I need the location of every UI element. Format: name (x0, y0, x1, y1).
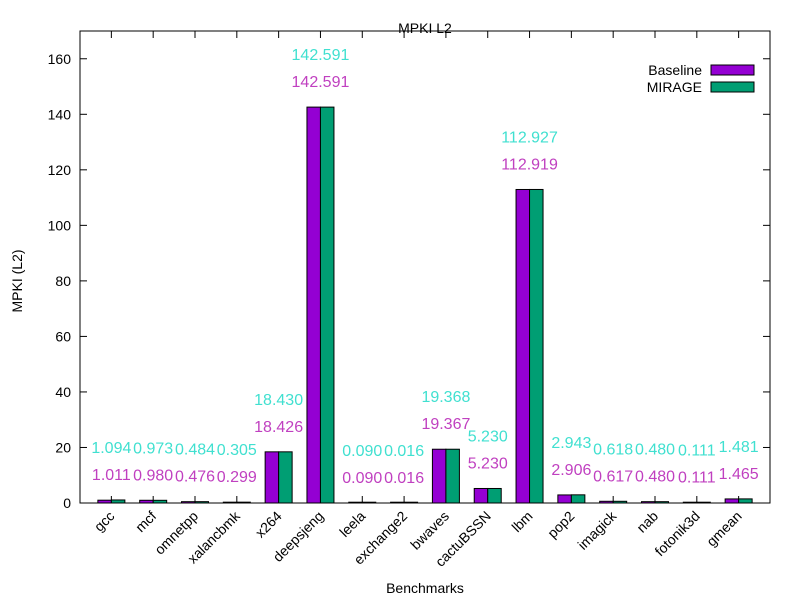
value-label-baseline: 0.480 (635, 469, 675, 486)
x-tick-label: pop2 (544, 508, 577, 541)
x-tick-label: lbm (508, 508, 535, 535)
y-tick-label: 0 (63, 495, 71, 511)
y-axis-label: MPKI (L2) (9, 249, 25, 312)
value-label-baseline: 18.426 (254, 419, 303, 436)
value-label-baseline: 142.591 (292, 74, 350, 91)
x-tick-label: gcc (91, 508, 118, 535)
value-label-mirage: 0.484 (175, 442, 215, 459)
x-tick-label: mcf (132, 508, 159, 535)
legend-swatch (710, 81, 755, 93)
value-label-mirage: 0.973 (133, 440, 173, 457)
value-label-mirage: 112.927 (501, 129, 558, 146)
y-tick-label: 20 (55, 439, 71, 455)
value-label-mirage: 0.111 (678, 443, 716, 460)
bar-baseline-gmean (724, 498, 740, 504)
value-label-mirage: 2.943 (551, 435, 591, 452)
value-label-baseline: 0.617 (593, 468, 633, 485)
value-label-mirage: 18.430 (254, 392, 303, 409)
x-tick-label: imagick (574, 507, 620, 553)
value-label-baseline: 0.111 (678, 470, 716, 487)
y-axis-ticks: 0 20 40 60 80 100 120 140 160 (48, 51, 770, 511)
bar-mirage-lbm (529, 188, 544, 504)
y-tick-label: 140 (48, 106, 72, 122)
chart-title: MPKI L2 (398, 20, 452, 36)
bars (97, 106, 753, 504)
value-label-baseline: 0.016 (384, 470, 424, 487)
value-label-baseline: 2.906 (551, 462, 591, 479)
legend-label: Baseline (648, 62, 702, 78)
legend-swatch (710, 64, 755, 76)
bar-mirage-bwaves (445, 448, 460, 504)
bar-mirage-cactuBSSN (487, 487, 502, 504)
bar-mirage-x264 (278, 451, 293, 504)
bar-baseline-x264 (264, 451, 280, 504)
x-tick-label: x264 (252, 508, 285, 541)
y-tick-label: 100 (48, 217, 72, 233)
legend-label: MIRAGE (647, 79, 702, 95)
x-tick-label: gmean (703, 508, 745, 550)
x-tick-label: fotonik3d (651, 508, 702, 559)
y-tick-label: 160 (48, 51, 72, 67)
y-tick-label: 40 (55, 384, 71, 400)
bar-baseline-lbm (515, 188, 531, 504)
bar-baseline-pop2 (557, 494, 572, 504)
value-label-mirage: 5.230 (468, 428, 508, 445)
value-label-baseline: 19.367 (421, 416, 470, 433)
y-tick-label: 120 (48, 162, 72, 178)
value-label-baseline: 0.476 (175, 469, 215, 486)
value-label-baseline: 0.980 (133, 467, 173, 484)
value-label-mirage: 0.618 (593, 441, 633, 458)
value-label-mirage: 0.016 (384, 443, 424, 460)
bar-baseline-deepsjeng (306, 106, 321, 504)
bar-baseline-bwaves (431, 448, 447, 504)
bar-mirage-deepsjeng (319, 106, 335, 504)
x-axis-label: Benchmarks (386, 580, 464, 596)
plot-frame (79, 30, 771, 504)
value-label-mirage: 1.094 (91, 440, 131, 457)
value-label-mirage: 0.305 (217, 442, 257, 459)
x-tick-label: leela (336, 508, 368, 540)
bar-baseline-cactuBSSN (473, 487, 489, 504)
value-label-baseline: 0.090 (342, 470, 382, 487)
value-label-mirage: 0.480 (635, 442, 675, 459)
y-tick-label: 80 (55, 273, 71, 289)
value-label-baseline: 0.299 (217, 469, 257, 486)
value-label-mirage: 1.481 (719, 439, 759, 456)
value-label-mirage: 0.090 (342, 443, 382, 460)
value-label-baseline: 1.465 (719, 466, 759, 483)
value-label-mirage: 19.368 (421, 389, 470, 406)
x-tick-label: nab (633, 508, 661, 536)
bar-mirage-gmean (738, 498, 753, 504)
value-label-baseline: 112.919 (501, 156, 558, 173)
value-label-baseline: 5.230 (468, 455, 508, 472)
value-label-baseline: 1.011 (92, 467, 131, 484)
value-label-mirage: 142.591 (292, 47, 350, 64)
bar-mirage-pop2 (570, 494, 586, 504)
y-tick-label: 60 (55, 328, 71, 344)
